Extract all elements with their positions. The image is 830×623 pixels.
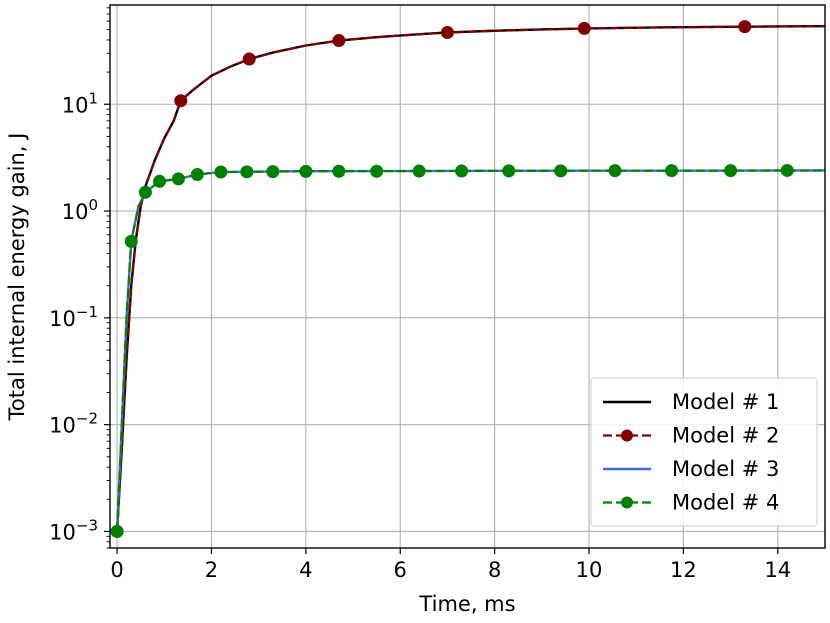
series-point-model-4	[455, 164, 469, 178]
series-point-model-4	[780, 163, 794, 177]
series-point-model-4	[171, 172, 185, 186]
series-point-model-4	[665, 164, 679, 178]
series-point-model-2	[440, 25, 454, 39]
x-tick-label: 14	[764, 558, 791, 582]
y-axis-label: Total internal energy gain, J	[5, 133, 29, 422]
series-point-model-4	[153, 174, 167, 188]
series-point-model-4	[240, 165, 254, 179]
series-point-model-4	[608, 164, 622, 178]
series-point-model-2	[242, 52, 256, 66]
series-point-model-4	[124, 234, 138, 248]
y-tick-label: 10−2	[49, 410, 98, 438]
series-point-model-2	[332, 34, 346, 48]
series-point-model-4	[370, 164, 384, 178]
legend-marker-model-4	[621, 496, 633, 509]
series-point-model-4	[299, 164, 313, 178]
x-tick-label: 10	[576, 558, 603, 582]
x-tick-label: 0	[110, 558, 123, 582]
x-tick-label: 4	[299, 558, 312, 582]
series-point-model-4	[724, 164, 738, 178]
legend: Model # 1 Model # 2 Model # 3 Model # 4	[590, 377, 818, 527]
series-point-model-4	[190, 167, 204, 181]
legend-label-model-2: Model # 2	[672, 424, 779, 448]
series-point-model-4	[332, 164, 346, 178]
legend-box	[590, 377, 818, 527]
plot-series	[110, 20, 826, 538]
x-tick-label: 2	[205, 558, 218, 582]
legend-label-model-4: Model # 4	[672, 491, 779, 515]
plot-frame	[109, 4, 826, 549]
x-tick-label: 6	[394, 558, 407, 582]
series-point-model-4	[138, 185, 152, 199]
x-axis-label: Time, ms	[418, 592, 515, 616]
series-point-model-4	[110, 524, 124, 538]
series-point-model-4	[502, 164, 516, 178]
series-point-model-2	[174, 94, 188, 108]
legend-label-model-1: Model # 1	[672, 390, 779, 414]
legend-label-model-3: Model # 3	[672, 457, 779, 481]
series-point-model-2	[577, 21, 591, 35]
series-point-model-4	[412, 164, 426, 178]
y-tick-label: 10−1	[49, 303, 98, 331]
axis-ticks: 0 2 4 6 8 10 12 14 10−3 10−2 10−1 100 101	[49, 7, 791, 582]
y-tick-label: 10−3	[49, 516, 98, 544]
series-point-model-4	[214, 165, 228, 179]
y-tick-label: 100	[62, 196, 98, 224]
y-tick-label: 101	[62, 89, 98, 117]
x-tick-label: 12	[670, 558, 697, 582]
series-point-model-4	[266, 165, 280, 179]
series-point-model-4	[554, 164, 568, 178]
legend-marker-model-2	[621, 429, 633, 442]
x-tick-label: 8	[488, 558, 501, 582]
series-point-model-2	[738, 20, 752, 34]
